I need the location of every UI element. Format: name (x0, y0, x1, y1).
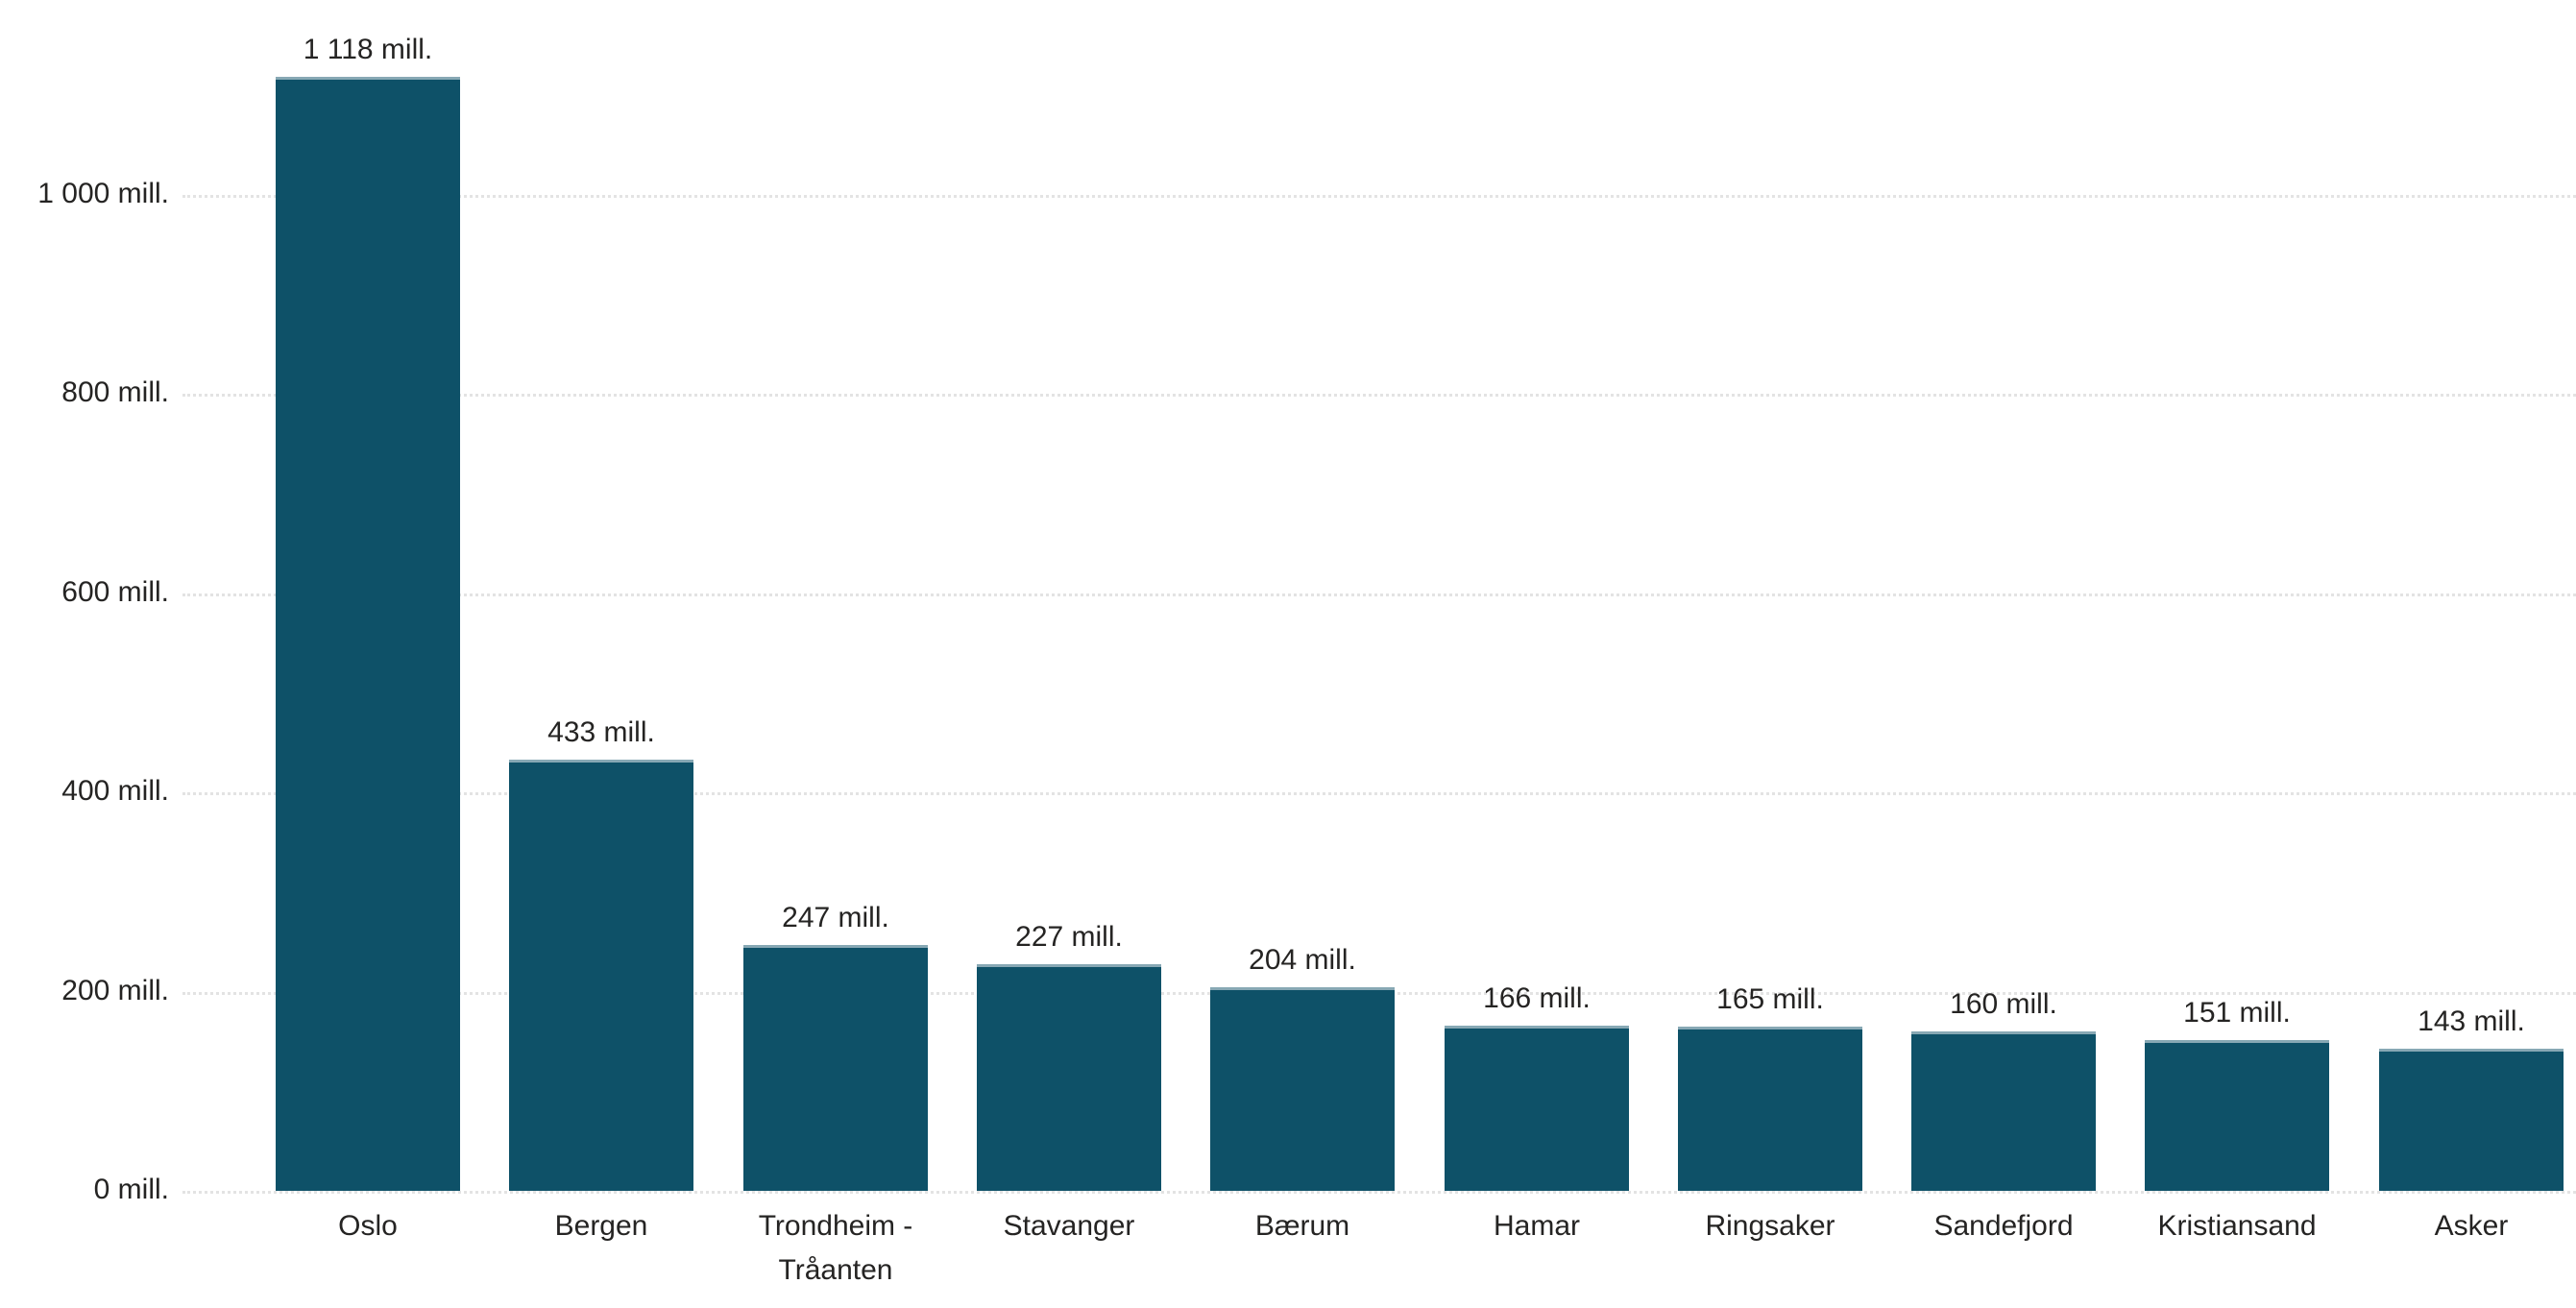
bar-value-label: 160 mill. (1950, 988, 2057, 1020)
x-axis-category-label: Ringsaker (1705, 1210, 1835, 1242)
bar-value-label: 433 mill. (547, 716, 655, 748)
bar-value-label: 165 mill. (1716, 983, 1824, 1015)
gridline (182, 1191, 2576, 1194)
bar-value-label: 143 mill. (2418, 1005, 2525, 1037)
gridline (182, 593, 2576, 596)
x-axis-category-label: Hamar (1493, 1210, 1580, 1242)
bar[interactable] (977, 964, 1161, 1191)
gridline (182, 195, 2576, 198)
bar-value-label: 151 mill. (2183, 997, 2291, 1029)
bar[interactable] (1911, 1031, 2096, 1191)
x-axis-category-label: Sandefjord (1933, 1210, 2074, 1242)
bar-value-label: 166 mill. (1483, 982, 1591, 1014)
bar-value-label: 204 mill. (1249, 944, 1356, 976)
bar[interactable] (1210, 987, 1395, 1191)
x-axis-category-label: Bergen (554, 1210, 648, 1242)
bar[interactable] (1678, 1027, 1862, 1191)
y-axis-tick-label: 1 000 mill. (37, 178, 169, 209)
x-axis-category-label: Oslo (338, 1210, 398, 1242)
y-axis-tick-label: 0 mill. (93, 1174, 169, 1205)
y-axis-tick-label: 600 mill. (61, 576, 169, 608)
gridline (182, 394, 2576, 397)
bar[interactable] (743, 945, 928, 1191)
x-axis-category-label: Asker (2434, 1210, 2509, 1242)
bar-value-label: 1 118 mill. (303, 34, 433, 65)
gridline (182, 792, 2576, 795)
x-axis-category-label: Stavanger (1003, 1210, 1135, 1242)
y-axis-tick-label: 200 mill. (61, 975, 169, 1006)
x-axis-category-label: Bærum (1254, 1210, 1350, 1242)
bar[interactable] (2379, 1049, 2564, 1191)
bar[interactable] (276, 77, 460, 1191)
bar[interactable] (2145, 1040, 2329, 1191)
bar[interactable] (1445, 1026, 1629, 1191)
x-axis-category-label: Kristiansand (2157, 1210, 2317, 1242)
bar-value-label: 247 mill. (782, 902, 889, 933)
y-axis-tick-label: 400 mill. (61, 775, 169, 807)
y-axis-tick-label: 800 mill. (61, 376, 169, 408)
bar[interactable] (509, 760, 693, 1191)
bar-value-label: 227 mill. (1015, 921, 1123, 953)
x-axis-category-label: Trondheim - Tråanten (758, 1210, 913, 1286)
